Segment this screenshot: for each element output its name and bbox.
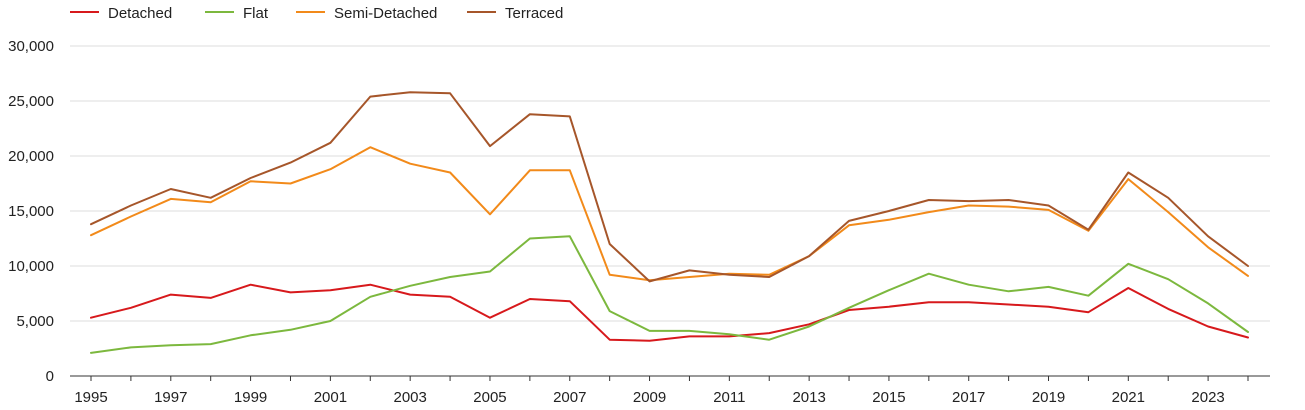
legend-label: Detached xyxy=(108,5,172,22)
y-tick-label: 30,000 xyxy=(8,38,54,55)
x-tick-label: 2019 xyxy=(1032,389,1065,406)
x-tick-label: 1999 xyxy=(234,389,267,406)
legend: Detached Flat Semi-Detached Terraced xyxy=(70,5,563,22)
legend-item-detached: Detached xyxy=(70,5,172,22)
series-line-flat xyxy=(90,235,1249,354)
x-axis: 1995 1997 1999 2001 2003 2005 2007 2009 2011 2013… xyxy=(70,375,1270,406)
x-tick-label: 2013 xyxy=(792,389,825,406)
x-tick-label: 2009 xyxy=(633,389,666,406)
x-tick-label: 2001 xyxy=(314,389,347,406)
series-line-semi-detached xyxy=(90,146,1249,282)
legend-label: Terraced xyxy=(505,5,563,22)
x-tick-label: 2007 xyxy=(553,389,586,406)
series-line-terraced xyxy=(90,91,1249,283)
x-tick-label: 1997 xyxy=(154,389,187,406)
x-tick-label: 2015 xyxy=(872,389,905,406)
y-tick-label: 20,000 xyxy=(8,148,54,165)
series-group xyxy=(90,91,1249,354)
x-tick-label: 2011 xyxy=(713,389,745,406)
legend-label: Semi-Detached xyxy=(334,5,437,22)
legend-item-terraced: Terraced xyxy=(467,5,563,22)
x-tick-label: 1995 xyxy=(74,389,107,406)
y-tick-label: 10,000 xyxy=(8,258,54,275)
x-tick-label: 2003 xyxy=(393,389,426,406)
x-tick-label: 2021 xyxy=(1112,389,1145,406)
legend-label: Flat xyxy=(243,5,269,22)
grid xyxy=(70,45,1270,322)
x-tick-label: 2017 xyxy=(952,389,985,406)
x-tick-label: 2005 xyxy=(473,389,506,406)
y-tick-label: 5,000 xyxy=(16,313,54,330)
legend-item-flat: Flat xyxy=(205,5,269,22)
y-axis: 0 5,000 10,000 15,000 20,000 25,000 30,000 xyxy=(8,38,54,385)
series-line-detached xyxy=(90,283,1249,342)
legend-item-semi-detached: Semi-Detached xyxy=(296,5,437,22)
y-tick-label: 0 xyxy=(46,368,54,385)
x-tick-label: 2023 xyxy=(1191,389,1224,406)
y-tick-label: 15,000 xyxy=(8,203,54,220)
y-tick-label: 25,000 xyxy=(8,93,54,110)
